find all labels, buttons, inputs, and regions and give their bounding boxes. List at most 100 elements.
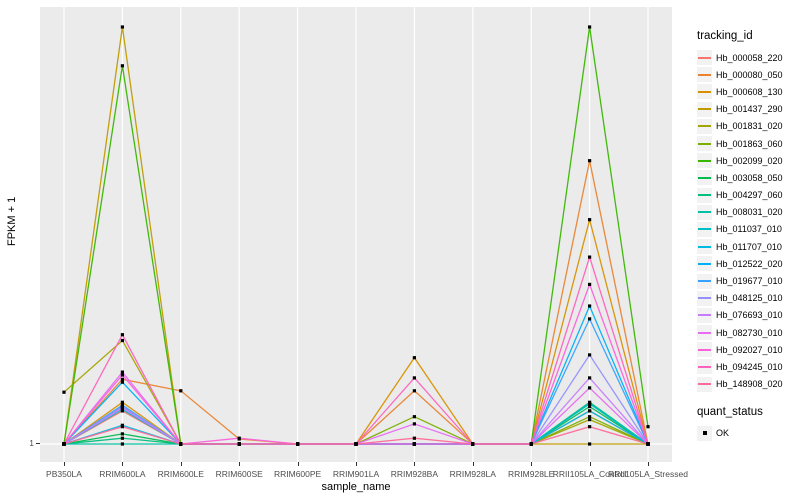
legend-title-quant-status: quant_status xyxy=(697,405,763,418)
data-point xyxy=(588,415,592,419)
legend-item: Hb_001863_060 xyxy=(697,135,799,152)
data-point xyxy=(588,25,592,29)
legend-color-line xyxy=(698,331,711,334)
data-point xyxy=(529,442,533,446)
data-point xyxy=(237,442,241,446)
legend-item: Hb_001831_020 xyxy=(697,118,799,135)
legend-key-box xyxy=(697,170,712,186)
y-tick-label: 1 xyxy=(29,438,34,448)
legend-key-box xyxy=(697,118,712,134)
legend-key-box xyxy=(697,273,712,289)
plot-panel xyxy=(40,7,672,462)
x-tick-mark xyxy=(531,462,533,466)
data-point xyxy=(296,442,300,446)
legend-key-box xyxy=(697,187,712,203)
legend-key-box xyxy=(697,290,712,306)
legend-item-label: Hb_082730_010 xyxy=(716,327,783,338)
legend-item-ok: OK xyxy=(697,425,799,442)
y-axis-title: FPKM + 1 xyxy=(6,196,18,246)
legend-item: Hb_008031_020 xyxy=(697,204,799,221)
x-tick-mark xyxy=(297,462,299,466)
legend-key-box xyxy=(697,359,712,375)
data-point xyxy=(120,64,124,68)
data-point xyxy=(588,159,592,163)
legend-color-line xyxy=(698,383,711,386)
legend-item-label: Hb_011037_010 xyxy=(716,224,782,235)
legend-item-label: Hb_000058_220 xyxy=(716,52,783,63)
data-point xyxy=(179,442,183,446)
x-tick-label: RRIM600LA xyxy=(99,469,146,479)
data-point xyxy=(471,442,475,446)
data-point xyxy=(179,389,183,393)
legend-item: Hb_048125_010 xyxy=(697,290,799,307)
legend-key-box xyxy=(697,307,712,323)
legend-color-line xyxy=(698,73,711,76)
data-point xyxy=(412,415,416,419)
legend-key-box xyxy=(697,239,712,255)
data-point xyxy=(120,380,124,384)
legend-item: Hb_000080_050 xyxy=(697,66,799,83)
legend-key-box xyxy=(697,136,712,152)
legend-color-line xyxy=(698,348,711,351)
legend-key-box xyxy=(697,256,712,272)
legend-item-label: Hb_001831_020 xyxy=(716,121,783,132)
legend-key-box xyxy=(697,425,712,441)
x-tick-label: RRIM928LE xyxy=(508,469,555,479)
data-point xyxy=(62,442,66,446)
legend-key-box xyxy=(697,67,712,83)
data-point xyxy=(412,422,416,426)
legend-item-label: Hb_008031_020 xyxy=(716,207,783,218)
data-point xyxy=(588,405,592,409)
data-point xyxy=(588,386,592,390)
legend-item: Hb_001437_290 xyxy=(697,101,799,118)
legend-item-label: Hb_012522_020 xyxy=(716,258,783,269)
legend-item-label: Hb_048125_010 xyxy=(716,293,783,304)
legend-color-line xyxy=(698,245,711,248)
data-point xyxy=(588,402,592,406)
legend-item-label: Hb_148908_020 xyxy=(716,379,783,390)
legend-item: Hb_000058_220 xyxy=(697,49,799,66)
legend-key-box xyxy=(697,50,712,66)
data-point xyxy=(120,442,124,446)
legend-item: Hb_082730_010 xyxy=(697,324,799,341)
data-point xyxy=(588,442,592,446)
data-point xyxy=(120,370,124,374)
data-point xyxy=(120,400,124,404)
legend-key-box xyxy=(697,342,712,358)
data-point xyxy=(237,436,241,440)
x-tick-mark xyxy=(356,462,357,466)
data-point xyxy=(62,390,66,394)
x-axis-title: sample_name xyxy=(321,481,391,493)
data-point xyxy=(120,377,124,381)
legend-color-line xyxy=(698,365,711,368)
legend-item: Hb_000608_130 xyxy=(697,83,799,100)
legend-item-label: Hb_003058_050 xyxy=(716,172,783,183)
legend-item: Hb_002099_020 xyxy=(697,152,799,169)
legend-item: Hb_003058_050 xyxy=(697,169,799,186)
x-tick-mark xyxy=(64,462,65,466)
legend-color-line xyxy=(698,194,711,197)
x-tick-mark xyxy=(414,462,416,466)
legend-item-label: OK xyxy=(716,428,730,439)
legend-item-label: Hb_001437_290 xyxy=(716,104,783,115)
x-tick-label: PB350LA xyxy=(46,469,82,479)
legend-item-label: Hb_002099_020 xyxy=(716,155,783,166)
legend-item-label: Hb_011707_010 xyxy=(716,241,782,252)
x-tick-label: RRII105LA_Stressed xyxy=(608,469,688,479)
legend-color-line xyxy=(698,280,711,283)
x-tick-mark xyxy=(589,462,591,466)
data-point xyxy=(646,425,650,429)
legend-key-box xyxy=(697,153,712,169)
x-tick-label: RRIM928BA xyxy=(390,469,439,479)
legend-color-line xyxy=(698,108,711,111)
data-point xyxy=(120,25,124,29)
x-tick-label: RRIM600LE xyxy=(157,469,204,479)
legend-color-line xyxy=(698,159,711,162)
data-point xyxy=(120,406,124,410)
legend-color-line xyxy=(698,176,711,179)
legend-color-line xyxy=(698,211,711,214)
legend-color-line xyxy=(698,297,711,300)
data-point xyxy=(588,282,592,286)
legend-key-box xyxy=(697,84,712,100)
x-tick-label: RRIM928LA xyxy=(449,469,496,479)
